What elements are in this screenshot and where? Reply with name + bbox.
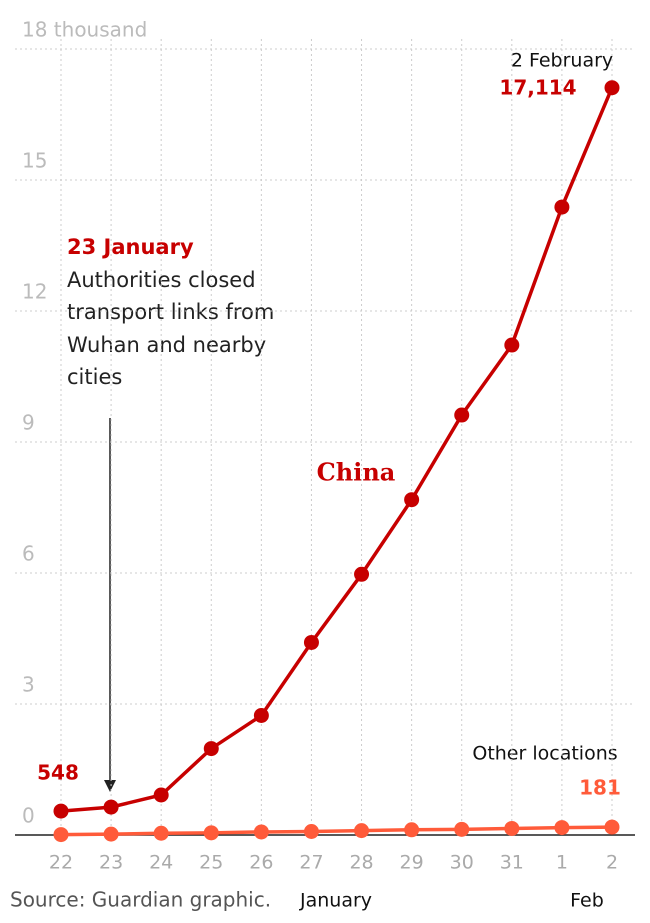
data-point <box>604 819 620 835</box>
data-point <box>103 799 119 815</box>
series-label: Other locations <box>472 743 617 765</box>
month-label: January <box>299 890 372 912</box>
data-point <box>504 337 520 353</box>
x-tick-label: 1 <box>556 852 568 874</box>
y-tick-label: 6 <box>22 542 35 566</box>
arrow-head <box>104 780 116 792</box>
y-tick-label: 9 <box>22 411 35 435</box>
x-tick-label: 28 <box>349 852 373 874</box>
data-point <box>103 826 119 842</box>
x-tick-label: 2 <box>606 852 618 874</box>
data-point <box>303 824 319 840</box>
data-point <box>354 566 370 582</box>
annotation-title: 23 January <box>67 235 194 259</box>
annotation-text: transport links from <box>67 300 274 324</box>
data-point <box>203 825 219 841</box>
annotation-text: cities <box>67 365 122 389</box>
y-tick-label: 0 <box>22 804 35 828</box>
data-point <box>203 741 219 757</box>
y-tick-label: 18 thousand <box>22 18 147 42</box>
x-tick-label: 25 <box>199 852 223 874</box>
data-label: 17,114 <box>499 76 576 100</box>
x-tick-label: 26 <box>249 852 273 874</box>
x-tick-label: 23 <box>99 852 123 874</box>
x-tick-label: 24 <box>149 852 173 874</box>
data-point <box>253 824 269 840</box>
data-label: 181 <box>579 776 621 800</box>
data-point <box>554 199 570 215</box>
y-tick-label: 15 <box>22 149 47 173</box>
x-tick-label: 29 <box>400 852 424 874</box>
data-point <box>354 823 370 839</box>
data-point <box>404 492 420 508</box>
data-point <box>604 80 620 96</box>
month-label: Feb <box>570 890 604 912</box>
data-point <box>53 803 69 819</box>
series-label: China <box>317 458 396 487</box>
data-point <box>454 407 470 423</box>
data-point <box>404 822 420 838</box>
data-point <box>253 707 269 723</box>
x-tick-label: 27 <box>299 852 323 874</box>
data-point <box>504 820 520 836</box>
annotation-text: Wuhan and nearby <box>67 333 266 357</box>
y-tick-label: 12 <box>22 280 47 304</box>
series-line <box>60 87 614 813</box>
data-point <box>554 820 570 836</box>
data-point <box>53 827 69 843</box>
x-tick-label: 30 <box>450 852 474 874</box>
x-tick-label: 31 <box>500 852 524 874</box>
source: Source: Guardian graphic. <box>10 888 271 912</box>
data-point <box>153 825 169 841</box>
data-point <box>153 787 169 803</box>
y-tick-label: 3 <box>22 673 35 697</box>
data-label: 548 <box>37 761 79 785</box>
data-point <box>454 821 470 837</box>
data-point <box>303 634 319 650</box>
series-line <box>60 825 613 837</box>
x-tick-label: 22 <box>49 852 73 874</box>
